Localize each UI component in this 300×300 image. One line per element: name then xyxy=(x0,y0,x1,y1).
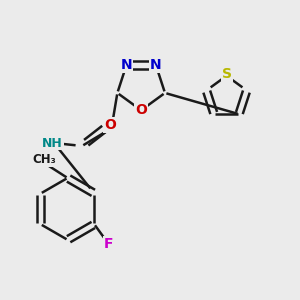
Text: CH₃: CH₃ xyxy=(33,153,56,166)
Text: N: N xyxy=(150,58,162,72)
Text: NH: NH xyxy=(42,136,63,149)
Text: N: N xyxy=(121,58,132,72)
Text: O: O xyxy=(135,103,147,117)
Text: O: O xyxy=(104,118,116,132)
Text: F: F xyxy=(104,237,113,251)
Text: S: S xyxy=(222,67,232,81)
